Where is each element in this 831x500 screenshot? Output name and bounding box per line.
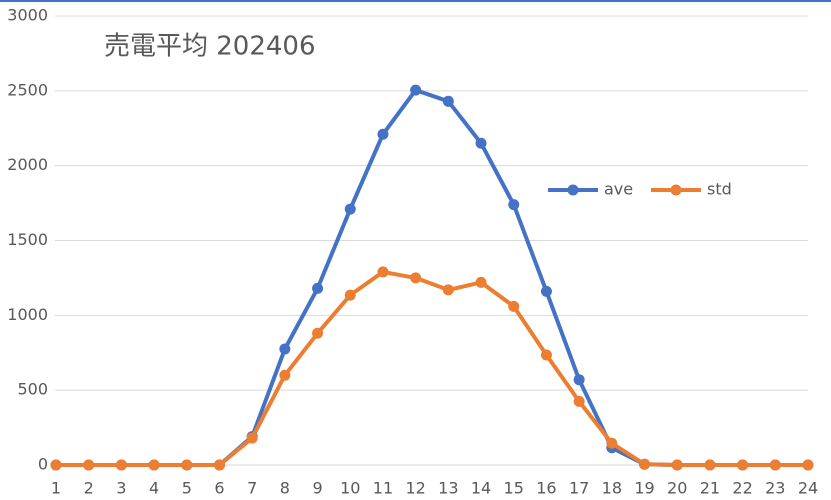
x-tick-label: 15 xyxy=(504,479,524,498)
legend-label: ave xyxy=(604,180,633,199)
data-point xyxy=(540,285,552,297)
data-point xyxy=(344,289,356,301)
data-point xyxy=(410,84,422,96)
x-tick-label: 10 xyxy=(340,479,360,498)
x-tick-label: 14 xyxy=(471,479,491,498)
x-tick-label: 17 xyxy=(569,479,589,498)
data-point xyxy=(573,374,585,386)
data-point xyxy=(344,203,356,215)
data-point xyxy=(442,95,454,107)
y-tick-label: 2000 xyxy=(7,155,48,174)
x-tick-label: 23 xyxy=(765,479,785,498)
data-point xyxy=(769,459,781,471)
x-tick-label: 6 xyxy=(214,479,224,498)
x-tick-label: 18 xyxy=(602,479,622,498)
data-point xyxy=(442,284,454,296)
data-point xyxy=(50,459,62,471)
data-point xyxy=(639,458,651,470)
chart-title: 売電平均 202406 xyxy=(104,32,316,62)
x-tick-label: 20 xyxy=(667,479,687,498)
x-tick-label: 7 xyxy=(247,479,257,498)
x-tick-label: 12 xyxy=(405,479,425,498)
data-point xyxy=(410,272,422,284)
x-tick-label: 1 xyxy=(51,479,61,498)
data-point xyxy=(802,459,814,471)
y-tick-label: 0 xyxy=(38,455,48,474)
data-point xyxy=(508,199,520,211)
data-point xyxy=(312,282,324,294)
x-tick-label: 21 xyxy=(700,479,720,498)
data-point xyxy=(475,276,487,288)
x-tick-label: 19 xyxy=(634,479,654,498)
legend-marker xyxy=(567,184,579,196)
data-point xyxy=(671,459,683,471)
y-tick-label: 1000 xyxy=(7,305,48,324)
data-point xyxy=(213,459,225,471)
x-tick-label: 8 xyxy=(280,479,290,498)
data-point xyxy=(312,327,324,339)
x-tick-label: 11 xyxy=(373,479,393,498)
series-line xyxy=(56,269,808,467)
data-point xyxy=(279,369,291,381)
x-tick-label: 16 xyxy=(536,479,556,498)
x-tick-label: 9 xyxy=(312,479,322,498)
data-point xyxy=(573,395,585,407)
legend-marker xyxy=(670,184,682,196)
data-point xyxy=(181,459,193,471)
data-point xyxy=(704,459,716,471)
data-point xyxy=(540,349,552,361)
data-point xyxy=(148,459,160,471)
data-point xyxy=(83,459,95,471)
data-point xyxy=(246,432,258,444)
data-point xyxy=(737,459,749,471)
x-tick-label: 3 xyxy=(116,479,126,498)
x-tick-label: 13 xyxy=(438,479,458,498)
legend-label: std xyxy=(707,180,732,199)
data-point xyxy=(279,343,291,355)
data-point xyxy=(377,266,389,278)
x-tick-label: 24 xyxy=(798,479,818,498)
data-point xyxy=(508,300,520,312)
x-tick-label: 4 xyxy=(149,479,159,498)
series-line xyxy=(56,88,808,467)
data-point xyxy=(606,437,618,449)
y-tick-label: 2500 xyxy=(7,80,48,99)
data-point xyxy=(115,459,127,471)
y-tick-label: 500 xyxy=(17,380,48,399)
y-tick-label: 1500 xyxy=(7,230,48,249)
x-tick-label: 2 xyxy=(84,479,94,498)
x-tick-label: 5 xyxy=(182,479,192,498)
x-tick-label: 22 xyxy=(732,479,752,498)
data-point xyxy=(475,137,487,149)
data-point xyxy=(377,128,389,140)
y-tick-label: 3000 xyxy=(7,6,48,25)
